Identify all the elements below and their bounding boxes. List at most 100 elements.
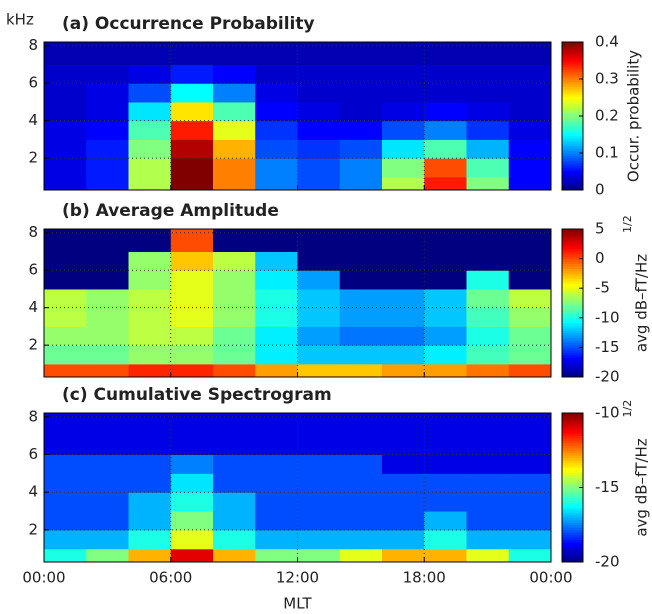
heat-cell <box>339 251 383 271</box>
colorbar-segment <box>562 460 583 464</box>
heat-cell <box>466 435 510 455</box>
heat-cell <box>297 345 341 365</box>
heat-cell <box>466 345 510 365</box>
heat-cell <box>86 345 129 365</box>
colorbar-segment <box>562 322 583 326</box>
heat-cell <box>255 326 298 346</box>
colorbar-tick-label: 0.4 <box>595 33 619 51</box>
heat-cell <box>44 435 87 455</box>
colorbar-segment <box>562 91 583 95</box>
heat-cell <box>213 83 256 103</box>
heat-cell <box>466 176 510 191</box>
colorbar-segment <box>562 83 583 87</box>
heat-cell <box>466 288 510 309</box>
heat-cell <box>508 511 552 531</box>
colorbar-segment <box>562 507 583 511</box>
heat-cell <box>466 548 510 563</box>
heat-cell <box>213 307 256 327</box>
heat-cell <box>466 120 510 140</box>
colorbar-tick-label: -15 <box>595 478 620 496</box>
heat-cell <box>128 139 172 159</box>
colorbar-segment <box>562 467 583 471</box>
heat-cell <box>213 139 256 159</box>
heat-cell <box>86 473 129 493</box>
heat-cell <box>339 492 383 512</box>
heat-cell <box>86 270 129 290</box>
colorbar-segment <box>562 150 583 154</box>
heat-cell <box>466 454 510 474</box>
heat-cell <box>508 492 552 512</box>
x-tick-label: 12:00 <box>276 569 319 587</box>
colorbar-segment <box>562 278 583 282</box>
colorbar-segment <box>562 557 583 561</box>
y-tick-label: 2 <box>28 336 38 354</box>
heat-cell <box>213 345 256 365</box>
heat-cell <box>128 64 172 84</box>
colorbar-segment <box>562 236 583 240</box>
colorbar-segment <box>562 417 583 421</box>
heat-cell <box>466 42 510 65</box>
heat-cell <box>170 176 214 191</box>
heat-cell <box>339 139 383 159</box>
colorbar-tick-label: -10 <box>595 308 620 326</box>
colorbar-segment <box>562 130 583 134</box>
heat-cell <box>213 251 256 271</box>
heat-cell <box>382 529 425 550</box>
colorbar-segment <box>562 275 583 279</box>
heat-cell <box>86 326 129 346</box>
heat-cell <box>170 548 214 563</box>
heat-cell <box>466 307 510 327</box>
colorbar-segment <box>562 93 583 97</box>
heat-cell <box>44 307 87 327</box>
heat-cell <box>213 270 256 290</box>
heat-cell <box>297 139 341 159</box>
colorbar-segment <box>562 182 583 186</box>
heat-cell <box>424 529 467 550</box>
colorbar-segment <box>562 145 583 149</box>
heat-cell <box>424 101 467 122</box>
heat-cell <box>297 288 341 309</box>
heat-cell <box>170 473 214 493</box>
heat-cell <box>86 101 129 122</box>
colorbar-segment <box>562 455 583 459</box>
heat-cell <box>297 363 341 378</box>
heat-cell <box>382 307 425 327</box>
heat-cell <box>86 413 129 437</box>
heat-cell <box>213 158 256 178</box>
colorbar-segment <box>562 54 583 58</box>
colorbar-segment <box>562 547 583 551</box>
colorbar-segment <box>562 552 583 556</box>
colorbar-tick-label: -20 <box>595 553 620 571</box>
heat-cell <box>339 345 383 365</box>
heat-cell <box>382 270 425 290</box>
heat-cell <box>382 101 425 122</box>
colorbar-segment <box>562 337 583 341</box>
colorbar-segment <box>562 447 583 451</box>
heat-cell <box>297 454 341 474</box>
heat-cell <box>508 42 552 65</box>
x-tick-label: 00:00 <box>22 569 65 587</box>
heat-cell <box>44 326 87 346</box>
colorbar-segment <box>562 332 583 336</box>
heat-cell <box>128 83 172 103</box>
heat-cell <box>382 363 425 378</box>
colorbar-segment <box>562 367 583 371</box>
heat-cell <box>466 529 510 550</box>
heat-cell <box>255 64 298 84</box>
colorbar-segment <box>562 327 583 331</box>
heat-cell <box>424 492 467 512</box>
heat-cell <box>382 83 425 103</box>
colorbar-segment <box>562 514 583 518</box>
colorbar-segment <box>562 165 583 169</box>
heat-cell <box>466 511 510 531</box>
colorbar-segment <box>562 290 583 294</box>
colorbar-segment <box>562 420 583 424</box>
colorbar-label-text: Occur. probability <box>625 50 643 182</box>
heat-cell <box>508 229 552 252</box>
heat-cell <box>339 511 383 531</box>
colorbar-segment <box>562 357 583 361</box>
heat-cell <box>382 454 425 474</box>
heat-cell <box>508 176 552 191</box>
heat-cell <box>170 454 214 474</box>
heat-cell <box>255 529 298 550</box>
